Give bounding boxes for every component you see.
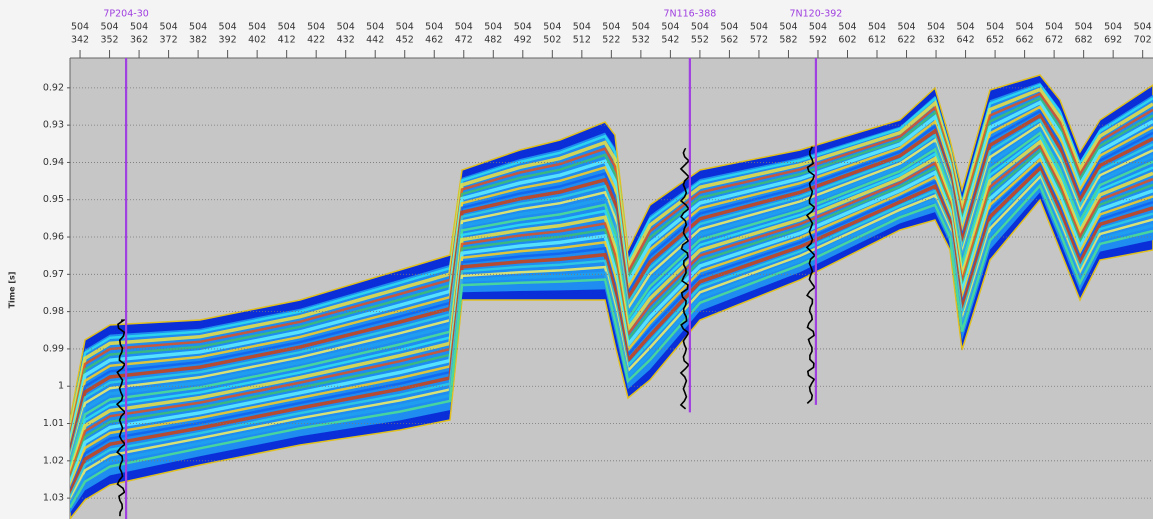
- x-tick-label-inline: 504: [396, 22, 414, 33]
- x-tick-label-crossline: 472: [455, 35, 473, 46]
- x-tick-label-inline: 504: [130, 22, 148, 33]
- y-tick-label: 1: [58, 381, 64, 392]
- x-tick-label-inline: 504: [100, 22, 118, 33]
- x-tick-label-crossline: 642: [956, 35, 974, 46]
- x-tick-label-inline: 504: [160, 22, 178, 33]
- x-tick-label-inline: 504: [1104, 22, 1122, 33]
- x-tick-label-inline: 504: [720, 22, 738, 33]
- x-tick-label-inline: 504: [219, 22, 237, 33]
- x-tick-label-inline: 504: [366, 22, 384, 33]
- x-tick-label-crossline: 442: [366, 35, 384, 46]
- x-tick-label-crossline: 602: [838, 35, 856, 46]
- x-tick-label-inline: 504: [543, 22, 561, 33]
- x-tick-label-inline: 504: [809, 22, 827, 33]
- x-tick-label-crossline: 592: [809, 35, 827, 46]
- y-tick-label: 1.01: [43, 418, 64, 429]
- x-tick-label-inline: 504: [455, 22, 473, 33]
- x-tick-label-inline: 504: [278, 22, 296, 33]
- x-tick-label-crossline: 622: [897, 35, 915, 46]
- x-tick-label-crossline: 552: [691, 35, 709, 46]
- x-tick-label-inline: 504: [1045, 22, 1063, 33]
- well-label: 7N120-392: [789, 9, 842, 20]
- x-tick-label-inline: 504: [248, 22, 266, 33]
- x-tick-label-crossline: 452: [396, 35, 414, 46]
- x-tick-label-inline: 504: [71, 22, 89, 33]
- x-tick-label-crossline: 402: [248, 35, 266, 46]
- seismic-chart: Time [s] 0.92 0.93 0.94 0.95 0.96 0.97 0.98 0.9…: [0, 0, 1153, 519]
- x-tick-label-crossline: 422: [307, 35, 325, 46]
- y-tick-label: 1.02: [43, 455, 64, 466]
- y-tick-label: 0.95: [43, 194, 64, 205]
- x-tick-label-inline: 504: [868, 22, 886, 33]
- x-tick-label-crossline: 392: [219, 35, 237, 46]
- x-tick-label-crossline: 362: [130, 35, 148, 46]
- x-tick-label-crossline: 492: [514, 35, 532, 46]
- x-tick-label-crossline: 692: [1104, 35, 1122, 46]
- x-tick-label-inline: 504: [661, 22, 679, 33]
- x-tick-label-crossline: 342: [71, 35, 89, 46]
- x-tick-label-crossline: 652: [986, 35, 1004, 46]
- y-tick-label: 1.03: [43, 493, 64, 504]
- x-tick-label-inline: 504: [1134, 22, 1152, 33]
- x-tick-label-crossline: 502: [543, 35, 561, 46]
- y-tick-label: 0.96: [43, 232, 64, 243]
- x-tick-label-inline: 504: [484, 22, 502, 33]
- x-tick-label-crossline: 682: [1075, 35, 1093, 46]
- y-axis-label: Time [s]: [8, 272, 17, 309]
- x-tick-label-crossline: 522: [602, 35, 620, 46]
- x-tick-label-inline: 504: [779, 22, 797, 33]
- x-tick-label-crossline: 352: [100, 35, 118, 46]
- x-tick-label-crossline: 672: [1045, 35, 1063, 46]
- y-tick-label: 0.98: [43, 306, 64, 317]
- x-tick-label-crossline: 582: [779, 35, 797, 46]
- y-tick-label: 0.94: [43, 157, 64, 168]
- well-label: 7P204-30: [103, 9, 148, 20]
- x-tick-label-inline: 504: [189, 22, 207, 33]
- y-tick-label: 0.99: [43, 343, 64, 354]
- x-tick-label-inline: 504: [602, 22, 620, 33]
- x-tick-label-crossline: 412: [278, 35, 296, 46]
- x-tick-label-crossline: 432: [337, 35, 355, 46]
- x-tick-label-crossline: 632: [927, 35, 945, 46]
- y-tick-label: 0.93: [43, 120, 64, 131]
- x-tick-label-inline: 504: [927, 22, 945, 33]
- x-tick-label-crossline: 462: [425, 35, 443, 46]
- x-tick-label-inline: 504: [1075, 22, 1093, 33]
- x-tick-label-inline: 504: [750, 22, 768, 33]
- x-tick-label-inline: 504: [337, 22, 355, 33]
- x-tick-label-inline: 504: [307, 22, 325, 33]
- x-tick-label-inline: 504: [691, 22, 709, 33]
- x-tick-label-inline: 504: [986, 22, 1004, 33]
- x-tick-label-crossline: 562: [720, 35, 738, 46]
- x-tick-label-crossline: 612: [868, 35, 886, 46]
- x-tick-label-crossline: 542: [661, 35, 679, 46]
- x-tick-label-inline: 504: [425, 22, 443, 33]
- x-tick-label-inline: 504: [1016, 22, 1034, 33]
- x-tick-label-crossline: 512: [573, 35, 591, 46]
- x-tick-label-inline: 504: [956, 22, 974, 33]
- x-tick-label-crossline: 382: [189, 35, 207, 46]
- x-tick-label-crossline: 702: [1134, 35, 1152, 46]
- x-tick-label-inline: 504: [514, 22, 532, 33]
- y-tick-label: 0.97: [43, 269, 64, 280]
- y-tick-label: 0.92: [43, 82, 64, 93]
- x-tick-label-inline: 504: [897, 22, 915, 33]
- x-tick-label-inline: 504: [573, 22, 591, 33]
- x-tick-label-inline: 504: [632, 22, 650, 33]
- x-tick-label-inline: 504: [838, 22, 856, 33]
- x-tick-label-crossline: 532: [632, 35, 650, 46]
- x-tick-label-crossline: 662: [1016, 35, 1034, 46]
- x-tick-label-crossline: 482: [484, 35, 502, 46]
- well-label: 7N116-388: [663, 9, 716, 20]
- x-tick-label-crossline: 572: [750, 35, 768, 46]
- x-tick-label-crossline: 372: [160, 35, 178, 46]
